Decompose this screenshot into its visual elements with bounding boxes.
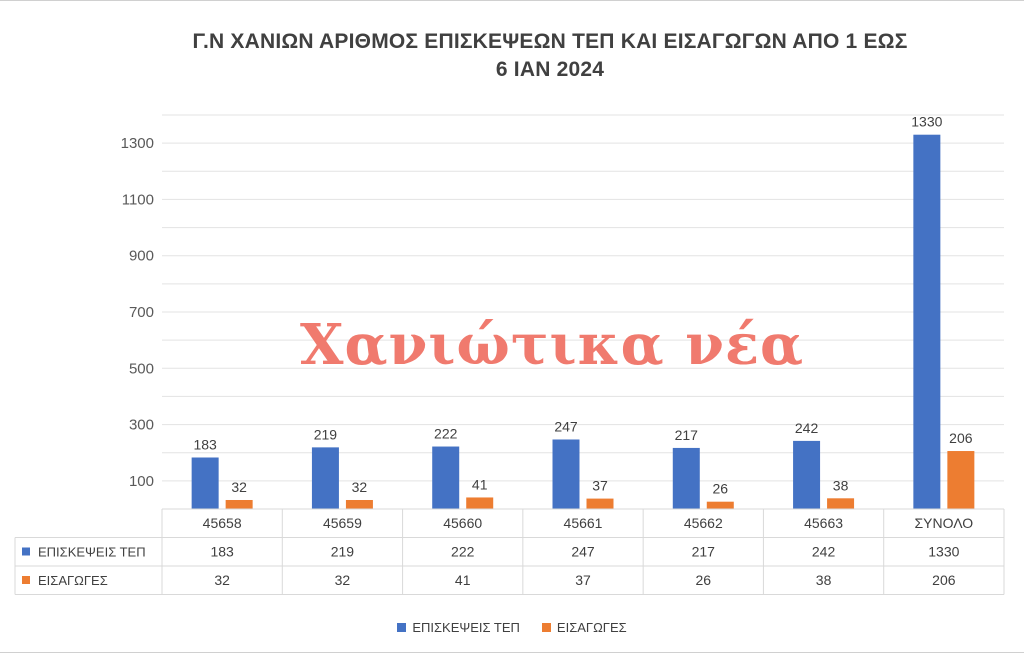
table-cell-value: 222 <box>451 544 475 560</box>
table-cell-value: 32 <box>214 572 230 588</box>
y-tick-label: 500 <box>129 360 154 377</box>
table-cell-value: 26 <box>695 572 711 588</box>
table-cell-value: 219 <box>331 544 355 560</box>
table-series-name: ΕΙΣΑΓΩΓΕΣ <box>38 573 108 588</box>
chart-title-line-1: Γ.Ν ΧΑΝΙΩΝ ΑΡΙΘΜΟΣ ΕΠΙΣΚΕΨΕΩΝ ΤΕΠ ΚΑΙ ΕΙ… <box>192 30 908 53</box>
bar <box>552 439 580 509</box>
bar <box>311 447 339 509</box>
data-label: 217 <box>675 427 699 443</box>
data-label: 38 <box>833 477 849 493</box>
table-series-swatch <box>22 576 30 584</box>
data-label: 41 <box>472 476 488 492</box>
watermark-text: Χανιώτικα νέα <box>300 312 805 378</box>
legend-label-visits: ΕΠΙΣΚΕΨΕΙΣ ΤΕΠ <box>412 620 520 635</box>
data-label: 183 <box>193 436 217 452</box>
data-label: 26 <box>712 481 728 497</box>
legend-item-visits: ΕΠΙΣΚΕΨΕΙΣ ΤΕΠ <box>397 620 520 635</box>
legend-item-admissions: ΕΙΣΑΓΩΓΕΣ <box>541 620 627 635</box>
table-cell-value: 247 <box>571 544 595 560</box>
data-label: 206 <box>949 430 973 446</box>
y-tick-label: 700 <box>129 304 154 321</box>
legend-label-admissions: ΕΙΣΑΓΩΓΕΣ <box>556 620 627 635</box>
data-label: 32 <box>352 479 368 495</box>
table-category-label: 45660 <box>443 515 482 531</box>
table-category-label: ΣΥΝΟΛΟ <box>915 515 974 531</box>
table-cell-value: 1330 <box>928 544 959 560</box>
bar <box>432 446 460 509</box>
data-label: 32 <box>231 479 247 495</box>
table-cell-value: 217 <box>692 544 716 560</box>
table-cell-value: 242 <box>812 544 836 560</box>
table-series-swatch <box>22 547 30 556</box>
table-cell-value: 206 <box>932 572 956 588</box>
table-category-label: 45658 <box>203 515 242 531</box>
table-cell-value: 32 <box>335 572 351 588</box>
data-label: 1330 <box>911 114 942 130</box>
bar <box>191 457 219 509</box>
chart-title-line-2: 6 ΙΑΝ 2024 <box>495 58 605 81</box>
table-cell-value: 38 <box>816 572 832 588</box>
bar <box>827 498 855 509</box>
table-cell-value: 37 <box>575 572 591 588</box>
data-label: 242 <box>795 420 819 436</box>
bar <box>345 499 373 509</box>
table-category-label: 45662 <box>684 515 723 531</box>
bar <box>466 497 494 509</box>
legend-swatch-admissions <box>541 623 551 632</box>
legend-swatch-visits <box>397 623 407 632</box>
bar <box>225 499 253 509</box>
table-category-label: 45661 <box>564 515 603 531</box>
bar <box>793 440 821 509</box>
bar <box>672 447 700 509</box>
bar <box>947 451 975 509</box>
data-label: 37 <box>592 478 608 494</box>
chart-legend: ΕΠΙΣΚΕΨΕΙΣ ΤΕΠ ΕΙΣΑΓΩΓΕΣ <box>0 620 1024 635</box>
data-label: 219 <box>314 426 338 442</box>
table-series-name: ΕΠΙΣΚΕΨΕΙΣ ΤΕΠ <box>38 545 146 560</box>
chart-title: Γ.Ν ΧΑΝΙΩΝ ΑΡΙΘΜΟΣ ΕΠΙΣΚΕΨΕΩΝ ΤΕΠ ΚΑΙ ΕΙ… <box>120 28 980 84</box>
table-category-label: 45663 <box>804 515 843 531</box>
data-label: 247 <box>554 418 578 434</box>
y-tick-label: 300 <box>129 417 154 434</box>
y-tick-label: 100 <box>129 473 154 490</box>
y-tick-label: 1100 <box>122 191 154 208</box>
bar <box>913 134 941 509</box>
table-cell-value: 41 <box>455 572 471 588</box>
table-cell-value: 183 <box>210 544 234 560</box>
data-label: 222 <box>434 426 458 442</box>
y-tick-label: 900 <box>129 248 154 265</box>
bar <box>586 498 614 509</box>
table-category-label: 45659 <box>323 515 362 531</box>
y-tick-label: 1300 <box>121 135 154 152</box>
bar <box>706 501 734 509</box>
